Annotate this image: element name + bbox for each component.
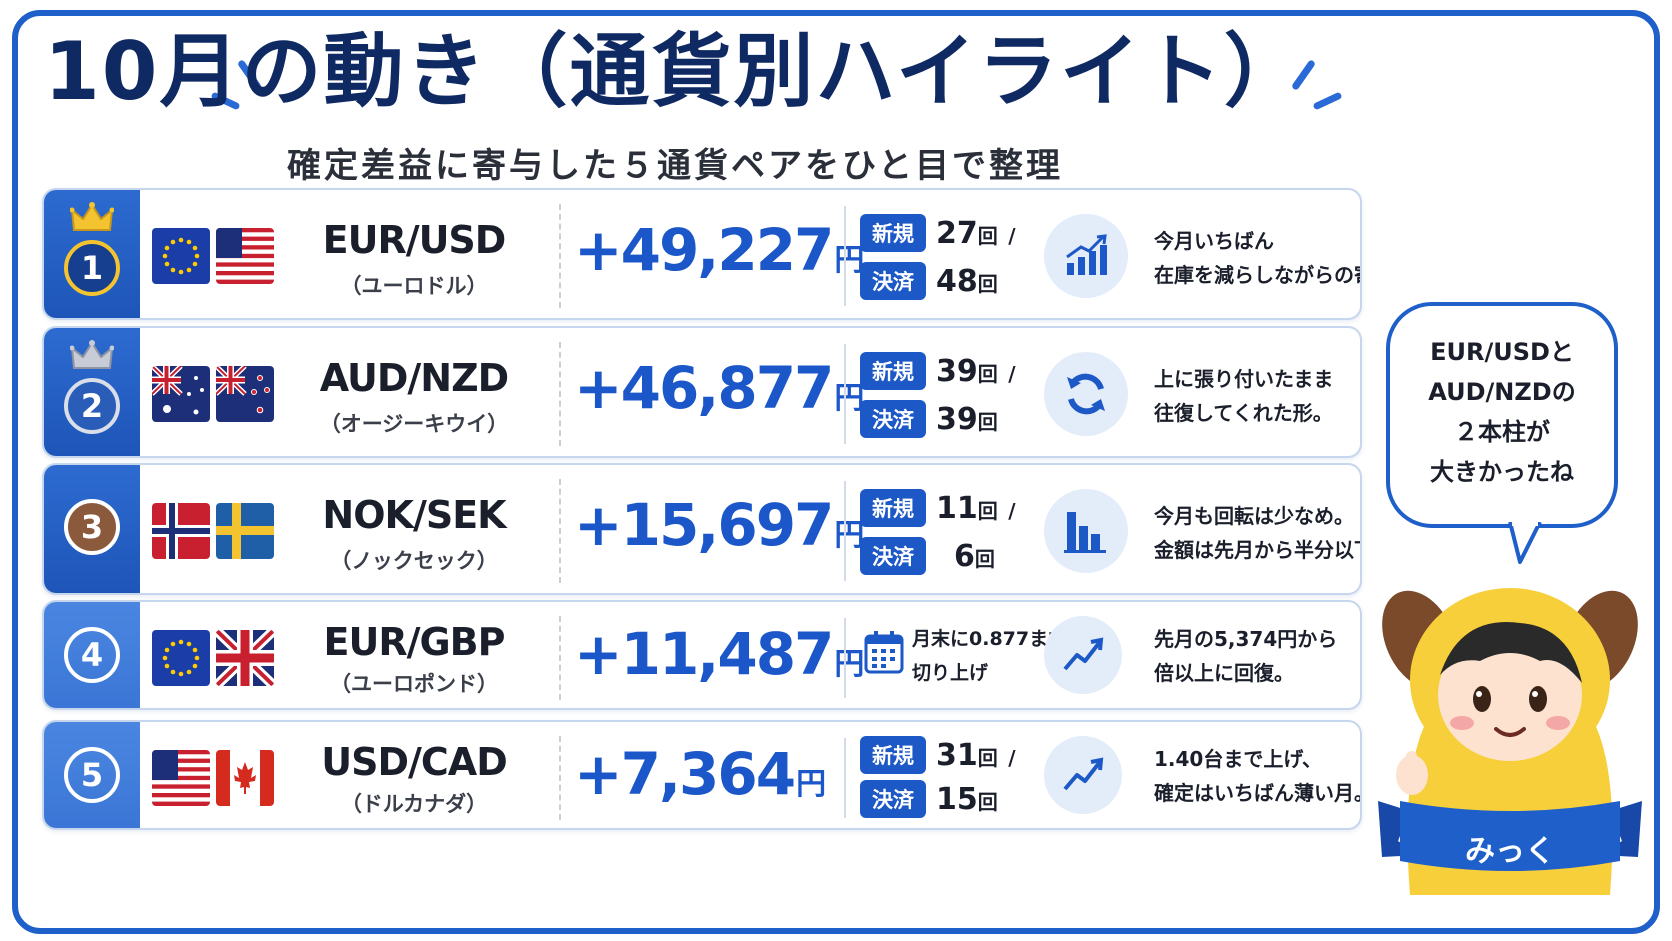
- us-flag-icon: [216, 228, 274, 284]
- note-text: 上に張り付いたまま 往復してくれた形。: [1154, 367, 1334, 425]
- divider: [559, 342, 561, 446]
- pair-kana: （ユーロポンド）: [330, 672, 498, 696]
- rank-column: 1: [44, 190, 140, 318]
- bar-chart-down-icon: [1044, 489, 1128, 573]
- settle-count: 6回: [954, 539, 995, 574]
- note-text: 先月の5,374円から 倍以上に回復。: [1154, 627, 1338, 685]
- divider: [844, 344, 846, 444]
- divider: [559, 616, 561, 700]
- new-zealand-flag-icon: [216, 366, 274, 422]
- rank-column: 5: [44, 722, 140, 828]
- pair-name: EUR/GBP: [323, 620, 506, 664]
- trend-up-icon: [1044, 736, 1122, 814]
- speech-bubble-tail: [1508, 522, 1542, 564]
- pair-name: AUD/NZD: [319, 356, 509, 400]
- sweden-flag-icon: [216, 503, 274, 559]
- rank-badge: 5: [64, 747, 120, 803]
- new-count: 31回 /: [936, 738, 1016, 773]
- pair-kana: （ユーロドル）: [340, 274, 488, 298]
- australia-flag-icon: [152, 366, 210, 422]
- profit-amount: +7,364円: [574, 740, 827, 808]
- settle-tag: 決済: [860, 400, 926, 438]
- rank-badge: 1: [64, 240, 120, 296]
- new-tag: 新規: [860, 489, 926, 527]
- pair-kana: （ノックセック）: [330, 549, 498, 573]
- ranking-row-2: 2 AUD/NZD （オージーキウイ） +46,877円 新規 39回 / 決済…: [42, 326, 1362, 458]
- divider: [844, 738, 846, 818]
- mascot-character: [1378, 588, 1642, 895]
- pair-kana: （オージーキウイ）: [319, 412, 509, 436]
- pair-name: USD/CAD: [321, 740, 508, 784]
- refresh-icon: [1044, 352, 1128, 436]
- new-tag: 新規: [860, 736, 926, 774]
- new-tag: 新規: [860, 214, 926, 252]
- gold-crown-icon: [70, 202, 114, 231]
- pair-name: NOK/SEK: [322, 493, 506, 537]
- page-subtitle: 確定差益に寄与した５通貨ペアをひと目で整理: [287, 146, 1063, 186]
- note-text: 今月も回転は少なめ。金額は先月から半分以下。: [1154, 504, 1360, 562]
- ranking-row-5: 5 USD/CAD （ドルカナダ） +7,364円 新規 31回 / 決済 15…: [42, 720, 1362, 830]
- divider: [559, 479, 561, 583]
- speech-bubble: EUR/USDと AUD/NZDの ２本柱が 大きかったね: [1386, 302, 1618, 528]
- profit-amount: +11,487円: [574, 620, 865, 688]
- ranking-row-3: 3 NOK/SEK （ノックセック） +15,697円 新規 11回 / 決済 …: [42, 463, 1362, 595]
- rank-column: 3: [44, 465, 140, 593]
- ranking-row-4: 4 EUR/GBP （ユーロポンド） +11,487円 月末に0.877まで 切り…: [42, 600, 1362, 710]
- settle-tag: 決済: [860, 537, 926, 575]
- new-count: 27回 /: [936, 216, 1016, 251]
- settle-tag: 決済: [860, 780, 926, 818]
- divider: [559, 204, 561, 308]
- uk-flag-icon: [216, 630, 274, 686]
- norway-flag-icon: [152, 503, 210, 559]
- divider: [844, 481, 846, 581]
- settle-count: 15回: [936, 782, 998, 817]
- canada-flag-icon: [216, 750, 274, 806]
- mascot-name-ribbon: みっく: [1465, 834, 1555, 869]
- eu-flag-icon: [152, 630, 210, 686]
- note-text: 1.40台まで上げ、 確定はいちばん薄い月。: [1154, 747, 1362, 805]
- calendar-icon: [864, 631, 904, 674]
- page-title: 10月の動き（通貨別ハイライト）: [44, 25, 1306, 118]
- profit-amount: +46,877円: [574, 354, 865, 422]
- rank-badge: 2: [64, 378, 120, 434]
- eu-flag-icon: [152, 228, 210, 284]
- calendar-note: 月末に0.877まで 切り上げ: [912, 628, 1068, 684]
- silver-crown-icon: [70, 340, 114, 369]
- settle-tag: 決済: [860, 262, 926, 300]
- rank-column: 4: [44, 602, 140, 708]
- pair-name: EUR/USD: [322, 218, 507, 262]
- trend-up-icon: [1044, 616, 1122, 694]
- rank-column: 2: [44, 328, 140, 456]
- profit-amount: +15,697円: [574, 491, 865, 559]
- divider: [844, 618, 846, 698]
- divider: [844, 206, 846, 306]
- profit-amount: +49,227円: [574, 216, 865, 284]
- rank-badge: 4: [64, 627, 120, 683]
- settle-count: 39回: [936, 402, 998, 437]
- new-count: 11回 /: [936, 491, 1016, 526]
- new-tag: 新規: [860, 352, 926, 390]
- bar-chart-up-icon: [1044, 214, 1128, 298]
- rank-badge: 3: [64, 499, 120, 555]
- pair-kana: （ドルカナダ）: [340, 792, 488, 816]
- note-text: 今月いちばん在庫を減らしながらの寄与。: [1154, 229, 1360, 287]
- new-count: 39回 /: [936, 354, 1016, 389]
- us-flag-icon: [152, 750, 210, 806]
- settle-count: 48回: [936, 264, 998, 299]
- divider: [559, 736, 561, 820]
- ranking-row-1: 1 EUR/USD （ユーロドル） +49,227円 新規 27回 / 決済 4…: [42, 188, 1362, 320]
